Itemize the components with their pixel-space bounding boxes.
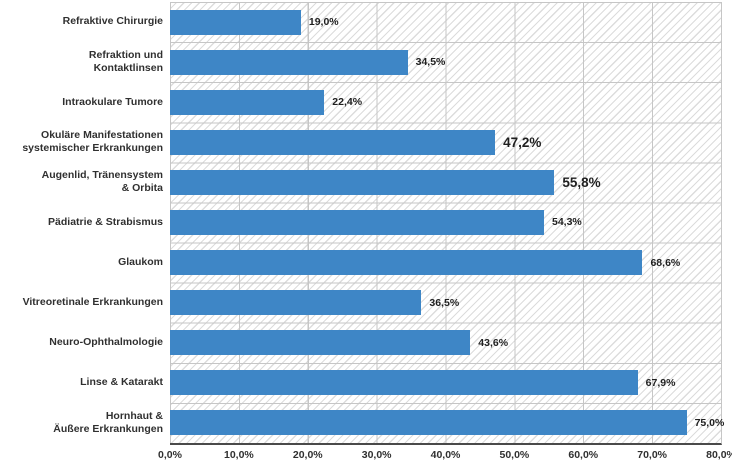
category-row: Okuläre Manifestationen systemischer Erk… — [0, 122, 163, 162]
category-label: Okuläre Manifestationen systemischer Erk… — [22, 129, 163, 155]
bar-row: 67,9% — [170, 363, 721, 403]
category-label: Linse & Katarakt — [80, 376, 163, 389]
bar-row: 19,0% — [170, 2, 721, 42]
bar — [170, 129, 496, 155]
value-label: 55,8% — [562, 174, 601, 190]
category-row: Refraktion und Kontaktlinsen — [0, 42, 163, 82]
value-label: 34,5% — [415, 56, 446, 69]
bar — [170, 290, 422, 316]
value-label: 36,5% — [429, 296, 460, 309]
x-tick-label: 0,0% — [158, 449, 182, 461]
bar-row: 54,3% — [170, 202, 721, 242]
category-label: Hornhaut & Äußere Erkrankungen — [53, 409, 163, 435]
x-tick-label: 70,0% — [637, 449, 668, 461]
plot-area: 19,0% 34,5% 22,4% 47,2% 55,8% 54,3% 68,6% 36,5%… — [170, 2, 724, 445]
bar-row: 22,4% — [170, 82, 721, 122]
bar-row: 43,6% — [170, 323, 721, 363]
x-tick-label: 30,0% — [361, 449, 392, 461]
bar — [170, 9, 301, 35]
category-label: Refraktive Chirurgie — [62, 15, 163, 28]
bar-row: 34,5% — [170, 42, 721, 82]
value-label: 47,2% — [503, 134, 542, 150]
category-label: Glaukom — [118, 256, 163, 269]
value-label: 54,3% — [551, 216, 582, 229]
value-label: 75,0% — [694, 416, 725, 429]
value-label: 68,6% — [650, 256, 681, 269]
value-label: 43,6% — [478, 336, 509, 349]
bar — [170, 209, 544, 235]
category-row: Vitreoretinale Erkrankungen — [0, 283, 163, 323]
value-label: 19,0% — [308, 16, 339, 29]
x-tick-label: 80,0% — [706, 449, 732, 461]
category-label: Vitreoretinale Erkrankungen — [22, 296, 163, 309]
category-label: Augenlid, Tränensystem & Orbita — [41, 169, 163, 195]
category-row: Glaukom — [0, 243, 163, 283]
category-row: Linse & Katarakt — [0, 363, 163, 403]
bar-row: 75,0% — [170, 403, 724, 443]
bar — [170, 169, 555, 195]
category-row: Intraokulare Tumore — [0, 82, 163, 122]
bar-row: 55,8% — [170, 162, 721, 202]
bar — [170, 370, 638, 396]
x-tick-label: 10,0% — [223, 449, 254, 461]
category-label: Pädiatrie & Strabismus — [48, 215, 163, 228]
x-axis: 0,0% 10,0% 20,0% 30,0% 40,0% 50,0% 60,0% 70,0% 8… — [158, 449, 732, 465]
x-tick-label: 60,0% — [568, 449, 599, 461]
category-row: Pädiatrie & Strabismus — [0, 202, 163, 242]
bar — [170, 410, 687, 436]
x-tick-label: 40,0% — [430, 449, 461, 461]
category-row: Refraktive Chirurgie — [0, 2, 163, 42]
bar — [170, 49, 408, 75]
bar — [170, 89, 325, 115]
category-axis: Refraktive Chirurgie Refraktion und Konta… — [0, 2, 163, 443]
category-label: Neuro-Ophthalmologie — [49, 336, 163, 349]
value-label: 22,4% — [332, 96, 363, 109]
bar-row: 68,6% — [170, 243, 721, 283]
category-row: Augenlid, Tränensystem & Orbita — [0, 162, 163, 202]
category-row: Neuro-Ophthalmologie — [0, 323, 163, 363]
bar — [170, 330, 471, 356]
bar — [170, 250, 643, 276]
x-tick-label: 50,0% — [499, 449, 530, 461]
bar-row: 47,2% — [170, 122, 721, 162]
x-tick-label: 20,0% — [292, 449, 323, 461]
category-label: Refraktion und Kontaktlinsen — [88, 49, 163, 75]
category-row: Hornhaut & Äußere Erkrankungen — [0, 403, 163, 443]
value-label: 67,9% — [645, 376, 676, 389]
bar-row: 36,5% — [170, 283, 721, 323]
category-label: Intraokulare Tumore — [62, 95, 163, 108]
